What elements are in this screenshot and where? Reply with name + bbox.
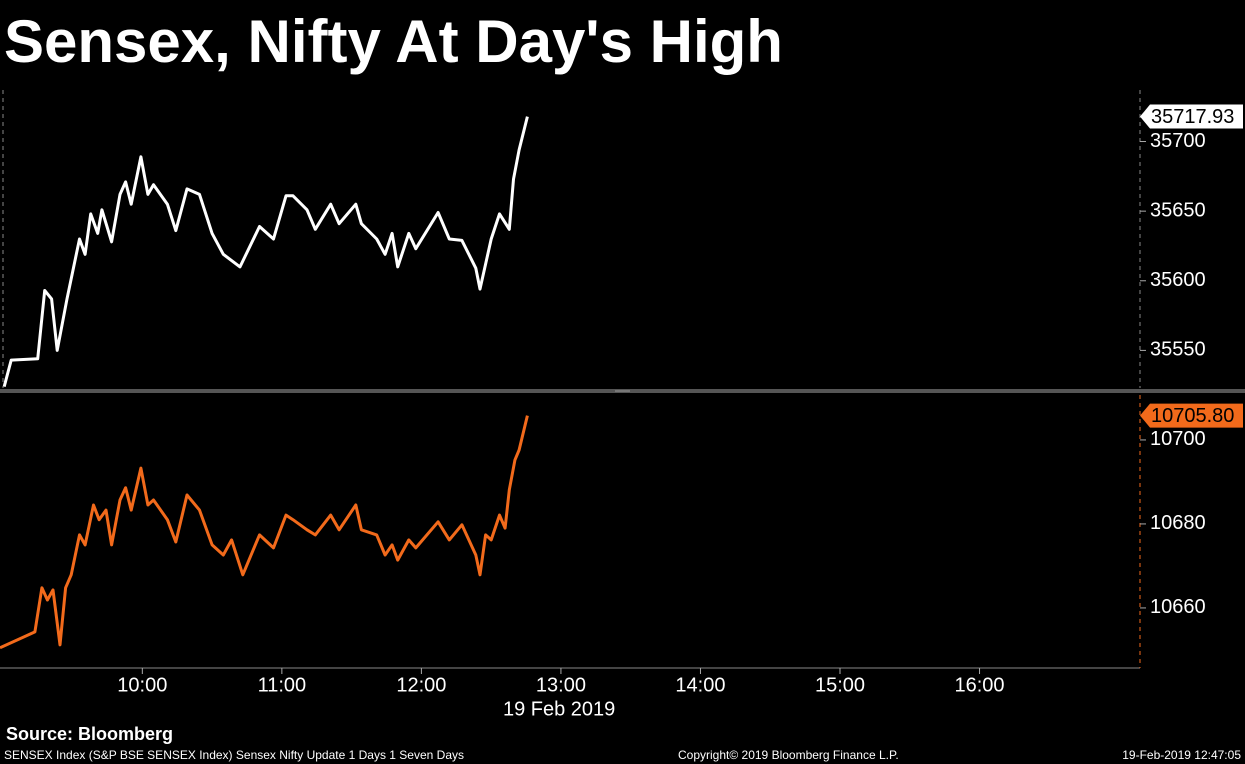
footer-left: SENSEX Index (S&P BSE SENSEX Index) Sens… bbox=[4, 748, 464, 762]
last-value-label: 35717.93 bbox=[1151, 106, 1234, 128]
x-axis-label: 19 Feb 2019 bbox=[503, 698, 615, 720]
x-tick-label: 15:00 bbox=[815, 674, 865, 696]
x-tick-label: 16:00 bbox=[955, 674, 1005, 696]
chart-title: Sensex, Nifty At Day's High bbox=[4, 8, 783, 75]
y-tick-label: 10660 bbox=[1150, 596, 1206, 618]
line-series bbox=[0, 415, 529, 650]
x-tick-label: 11:00 bbox=[258, 674, 307, 696]
x-tick-label: 14:00 bbox=[675, 674, 725, 696]
line-series bbox=[2, 116, 529, 387]
x-tick-label: 10:00 bbox=[117, 674, 167, 696]
last-value-box bbox=[1140, 403, 1243, 428]
x-tick-label: 12:00 bbox=[396, 674, 446, 696]
last-value-label: 10705.80 bbox=[1151, 405, 1234, 427]
y-tick-label: 35550 bbox=[1150, 339, 1206, 361]
x-tick-label: 13:00 bbox=[536, 674, 586, 696]
y-tick-label: 10680 bbox=[1150, 512, 1206, 534]
source: Source: Bloomberg bbox=[6, 724, 173, 744]
footer-center: Copyright© 2019 Bloomberg Finance L.P. bbox=[678, 748, 899, 762]
y-tick-label: 10700 bbox=[1150, 428, 1206, 450]
y-tick-label: 35700 bbox=[1150, 130, 1206, 152]
last-value-box bbox=[1140, 104, 1243, 129]
y-tick-label: 35600 bbox=[1150, 269, 1206, 291]
footer-right: 19-Feb-2019 12:47:05 bbox=[1122, 748, 1241, 762]
y-tick-label: 35650 bbox=[1150, 199, 1206, 221]
